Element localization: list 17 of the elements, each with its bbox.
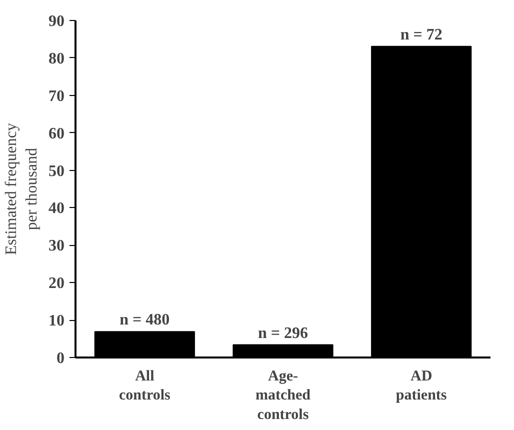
y-tick-label: 10	[48, 312, 64, 330]
x-tick-label: AD patients	[396, 368, 447, 404]
annotation: n = 72	[400, 26, 442, 44]
annotation: n = 296	[258, 324, 308, 342]
y-tick-label: 60	[48, 125, 64, 142]
y-axis-title: Estimated frequency per thousand	[3, 123, 40, 255]
y-tick-label: 0	[56, 350, 64, 367]
x-tick-label: Age-matched controls	[256, 368, 312, 423]
y-tick-label: 70	[48, 88, 64, 105]
y-tick-label: 40	[48, 200, 64, 218]
y-tick-label: 50	[48, 162, 64, 180]
y-tick-label: 30	[48, 238, 64, 255]
x-tick-label: All controls	[118, 368, 171, 404]
annotation: n = 480	[120, 312, 170, 329]
y-tick-label: 90	[48, 13, 64, 30]
y-tick-label: 20	[48, 275, 64, 292]
y-tick-label: 80	[48, 50, 64, 68]
